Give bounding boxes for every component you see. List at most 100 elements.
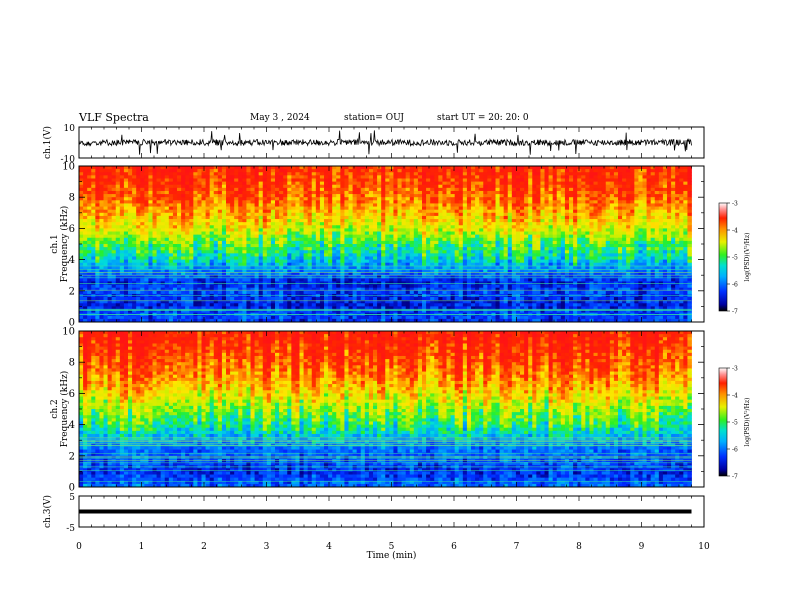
heatmap-cell xyxy=(405,228,411,232)
heatmap-cell xyxy=(483,237,488,242)
heatmap-cell xyxy=(332,212,337,217)
heatmap-cell xyxy=(91,231,96,236)
heatmap-cell xyxy=(422,190,427,195)
heatmap-cell xyxy=(654,256,660,260)
heatmap-cell xyxy=(687,256,692,260)
heatmap-cell xyxy=(609,215,615,220)
heatmap-cell xyxy=(430,247,435,251)
heatmap-cell xyxy=(458,237,464,242)
heatmap-cell xyxy=(258,250,264,254)
heatmap-cell xyxy=(675,262,680,267)
heatmap-cell xyxy=(569,262,574,267)
heatmap-cell xyxy=(234,169,239,173)
heatmap-cell xyxy=(291,237,296,242)
heatmap-cell xyxy=(667,184,672,189)
heatmap-cell xyxy=(609,247,615,251)
heatmap-cell xyxy=(667,265,672,270)
heatmap-cell xyxy=(422,212,427,217)
heatmap-cell xyxy=(548,197,554,201)
heatmap-cell xyxy=(536,265,541,270)
heatmap-cell xyxy=(360,240,366,245)
heatmap-cell xyxy=(262,256,268,260)
heatmap-cell xyxy=(601,206,607,211)
heatmap-cell xyxy=(111,178,117,182)
heatmap-cell xyxy=(564,190,570,195)
heatmap-cell xyxy=(679,200,684,204)
heatmap-cell xyxy=(597,190,603,195)
heatmap-cell xyxy=(140,194,145,198)
heatmap-cell xyxy=(626,219,631,223)
heatmap-cell xyxy=(540,206,545,211)
heatmap-cell xyxy=(226,259,231,264)
heatmap-cell xyxy=(250,256,255,260)
heatmap-cell xyxy=(279,178,284,182)
heatmap-cell xyxy=(589,215,594,220)
heatmap-cell xyxy=(172,222,178,226)
heatmap-cell xyxy=(454,184,460,189)
heatmap-cell xyxy=(87,265,92,270)
heatmap-cell xyxy=(675,200,680,204)
heatmap-cell xyxy=(438,259,443,264)
heatmap-cell xyxy=(283,265,288,270)
heatmap-cell xyxy=(373,247,378,251)
heatmap-cell xyxy=(662,231,668,236)
heatmap-cell xyxy=(230,178,235,182)
heatmap-cell xyxy=(458,181,464,186)
heatmap-cell xyxy=(426,265,431,270)
heatmap-cell xyxy=(662,247,668,251)
heatmap-cell xyxy=(634,222,639,226)
heatmap-cell xyxy=(483,194,488,198)
heatmap-cell xyxy=(368,212,374,217)
heatmap-cell xyxy=(152,237,157,242)
heatmap-cell xyxy=(189,268,194,273)
heatmap-cell xyxy=(324,222,329,226)
heatmap-cell xyxy=(442,172,447,176)
heatmap-cell xyxy=(115,250,121,254)
heatmap-cell xyxy=(275,206,280,211)
heatmap-cell xyxy=(307,250,313,254)
heatmap-cell xyxy=(630,200,635,204)
heatmap-cell xyxy=(520,172,525,176)
heatmap-cell xyxy=(654,265,660,270)
heatmap-cell xyxy=(642,209,647,214)
heatmap-cell xyxy=(495,240,500,245)
heatmap-cell xyxy=(221,181,227,186)
heatmap-cell xyxy=(438,200,443,204)
heatmap-cell xyxy=(377,203,382,207)
heatmap-cell xyxy=(622,203,627,207)
heatmap-cell xyxy=(328,228,333,232)
heatmap-cell xyxy=(373,203,378,207)
heatmap-cell xyxy=(242,206,247,211)
heatmap-cell xyxy=(544,212,549,217)
heatmap-cell xyxy=(618,237,623,242)
heatmap-cell xyxy=(507,172,513,176)
heatmap-cell xyxy=(128,234,133,239)
heatmap-cell xyxy=(332,209,337,214)
heatmap-cell xyxy=(205,262,211,267)
heatmap-cell xyxy=(601,194,607,198)
heatmap-cell xyxy=(221,190,227,195)
heatmap-cell xyxy=(87,203,92,207)
heatmap-cell xyxy=(99,262,104,267)
heatmap-cell xyxy=(491,250,496,254)
heatmap-cell xyxy=(658,244,664,248)
heatmap-cell xyxy=(119,187,125,192)
heatmap-cell xyxy=(434,215,439,220)
heatmap-cell xyxy=(507,187,513,192)
heatmap-cell xyxy=(487,250,492,254)
heatmap-cell xyxy=(250,206,255,211)
heatmap-cell xyxy=(270,169,276,173)
heatmap-cell xyxy=(299,240,304,245)
heatmap-cell xyxy=(213,194,219,198)
heatmap-cell xyxy=(87,209,92,214)
heatmap-cell xyxy=(577,200,582,204)
heatmap-cell xyxy=(103,215,108,220)
heatmap-cell xyxy=(618,215,623,220)
heatmap-cell xyxy=(340,178,345,182)
heatmap-cell xyxy=(83,259,88,264)
heatmap-cell xyxy=(458,253,464,257)
heatmap-cell xyxy=(385,184,390,189)
heatmap-cell xyxy=(336,247,341,251)
heatmap-cell xyxy=(319,200,325,204)
heatmap-cell xyxy=(221,231,227,236)
